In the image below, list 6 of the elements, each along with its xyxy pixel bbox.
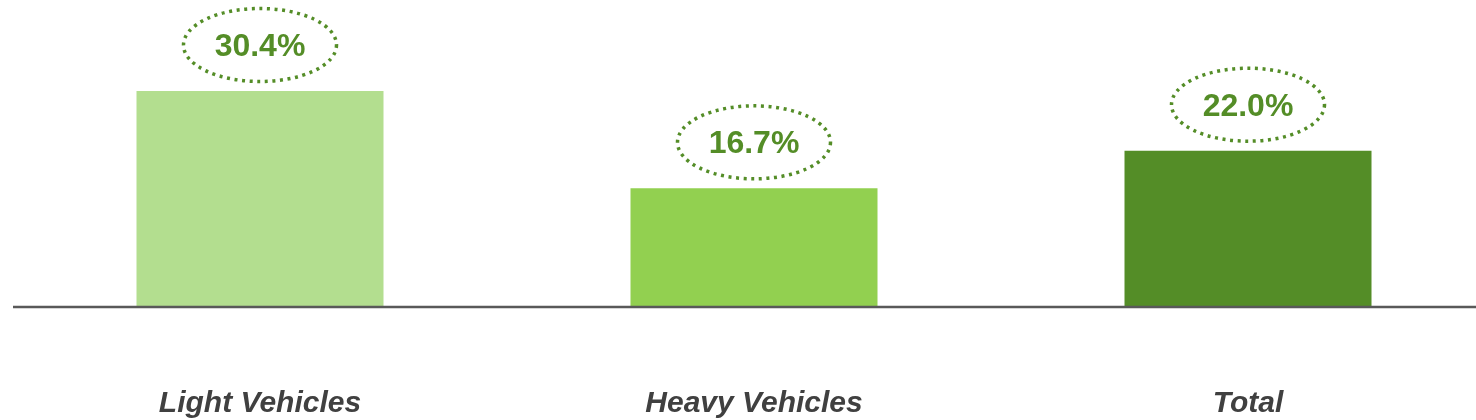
data-label: 22.0% (1202, 86, 1294, 123)
x-tick-label: Light Vehicles (158, 384, 362, 418)
x-tick-label: Heavy Vehicles (645, 384, 863, 418)
x-tick-label: Total (1212, 384, 1284, 418)
data-label: 30.4% (214, 27, 306, 63)
data-label: 16.7% (708, 124, 800, 161)
